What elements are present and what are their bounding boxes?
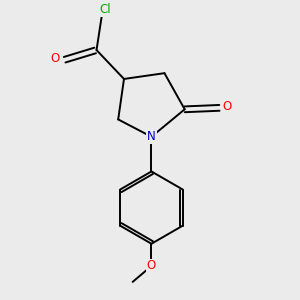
Text: O: O [51, 52, 60, 65]
Text: O: O [147, 260, 156, 272]
Text: O: O [223, 100, 232, 113]
Text: Cl: Cl [99, 3, 111, 16]
Text: N: N [147, 130, 156, 143]
